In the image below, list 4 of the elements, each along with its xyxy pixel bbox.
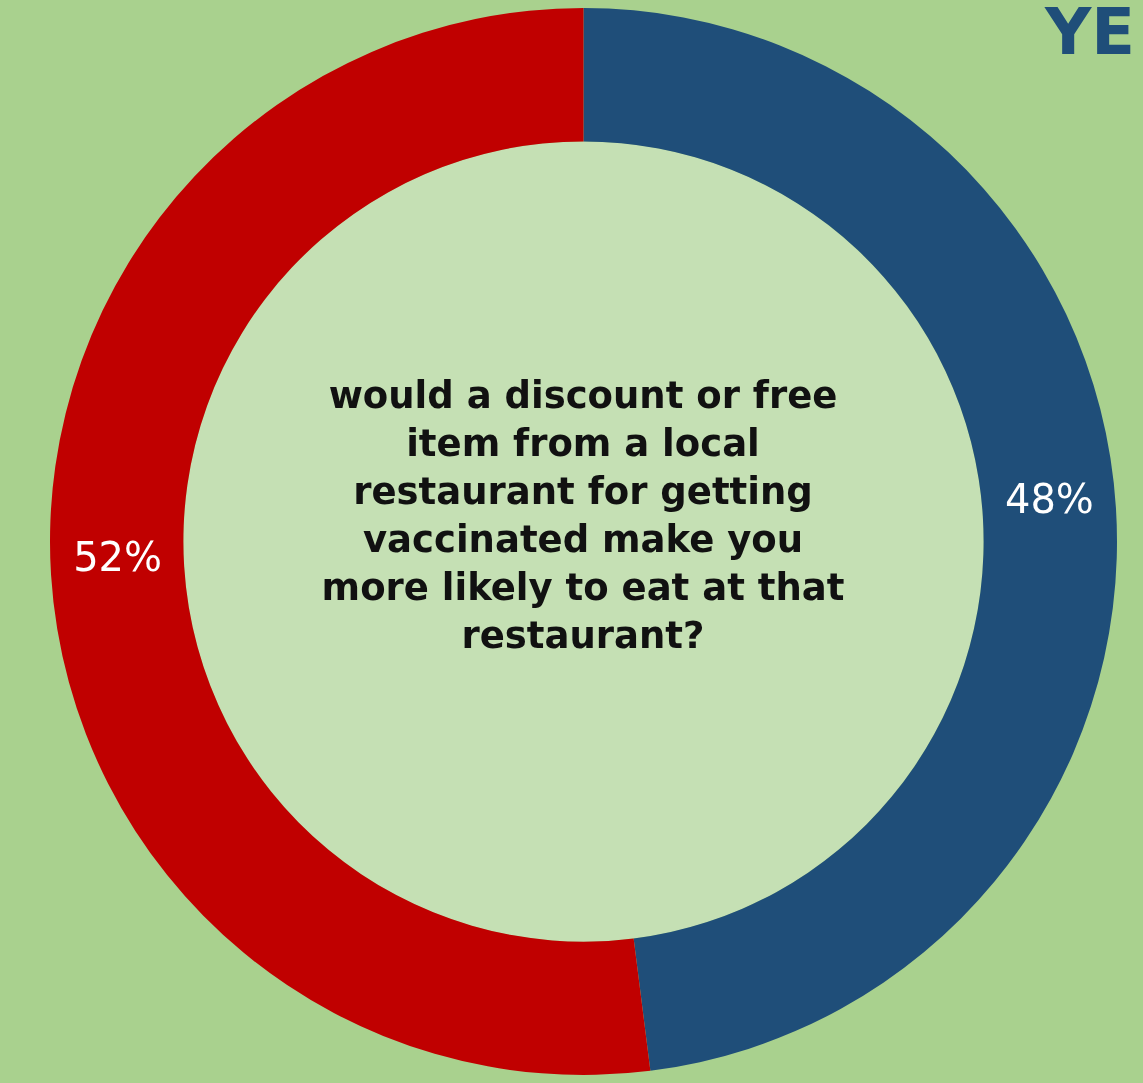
text: YE	[1044, 0, 1135, 69]
data-label: 52%	[73, 534, 163, 581]
data-label: 48%	[1004, 475, 1094, 522]
text: would a discount or free item from a local restaurant for getting vaccinated make you more likely to eat at that restaurant?	[320, 373, 846, 660]
